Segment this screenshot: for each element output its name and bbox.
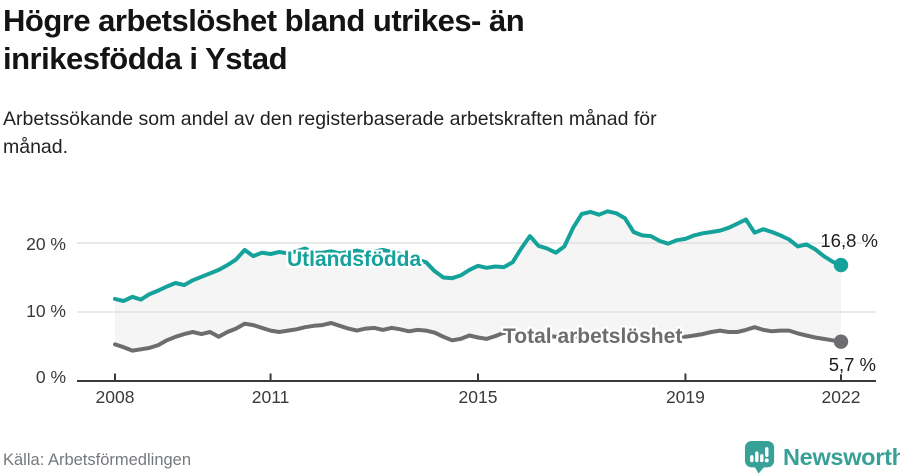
series-line-utlandsfodda — [113, 209, 843, 303]
y-tick-label-0: 0 % — [35, 367, 66, 387]
series-line-total-arbetsloshet — [113, 321, 843, 353]
x-tick-label-2008: 2008 — [95, 387, 135, 407]
x-tick-label-2015: 2015 — [458, 387, 498, 407]
source-attribution: Källa: Arbetsförmedlingen — [3, 451, 192, 469]
newsworthy-logo[interactable]: Newsworthy — [744, 440, 900, 474]
gridlines — [77, 242, 876, 313]
bar-chart-speech-bubble-icon — [744, 440, 776, 474]
series-fill-area — [115, 211, 841, 351]
series-label-utlandsfodda: Utlandsfödda — [287, 248, 422, 271]
endpoint-dot-total — [833, 334, 849, 349]
page-subtitle: Arbetssökande som andel av den registerb… — [3, 108, 657, 158]
x-tick-label-2019: 2019 — [665, 387, 705, 407]
end-value-label-total: 5,7 % — [828, 354, 876, 375]
x-tick-label-2011: 2011 — [251, 387, 290, 407]
page-title: Högre arbetslöshet bland utrikes- än inr… — [3, 3, 525, 76]
y-tick-label-10: 10 % — [26, 301, 66, 321]
endpoint-dot-utlandsfodda — [833, 257, 849, 273]
newsworthy-wordmark: Newsworthy — [783, 443, 900, 470]
end-value-label-utlandsfodda: 16,8 % — [820, 230, 878, 251]
x-axis-ticks — [114, 373, 842, 381]
y-tick-label-20: 20 % — [26, 234, 66, 254]
x-tick-label-2022: 2022 — [821, 387, 861, 407]
series-label-total-arbetsloshet: Total arbetslöshet — [503, 325, 683, 348]
